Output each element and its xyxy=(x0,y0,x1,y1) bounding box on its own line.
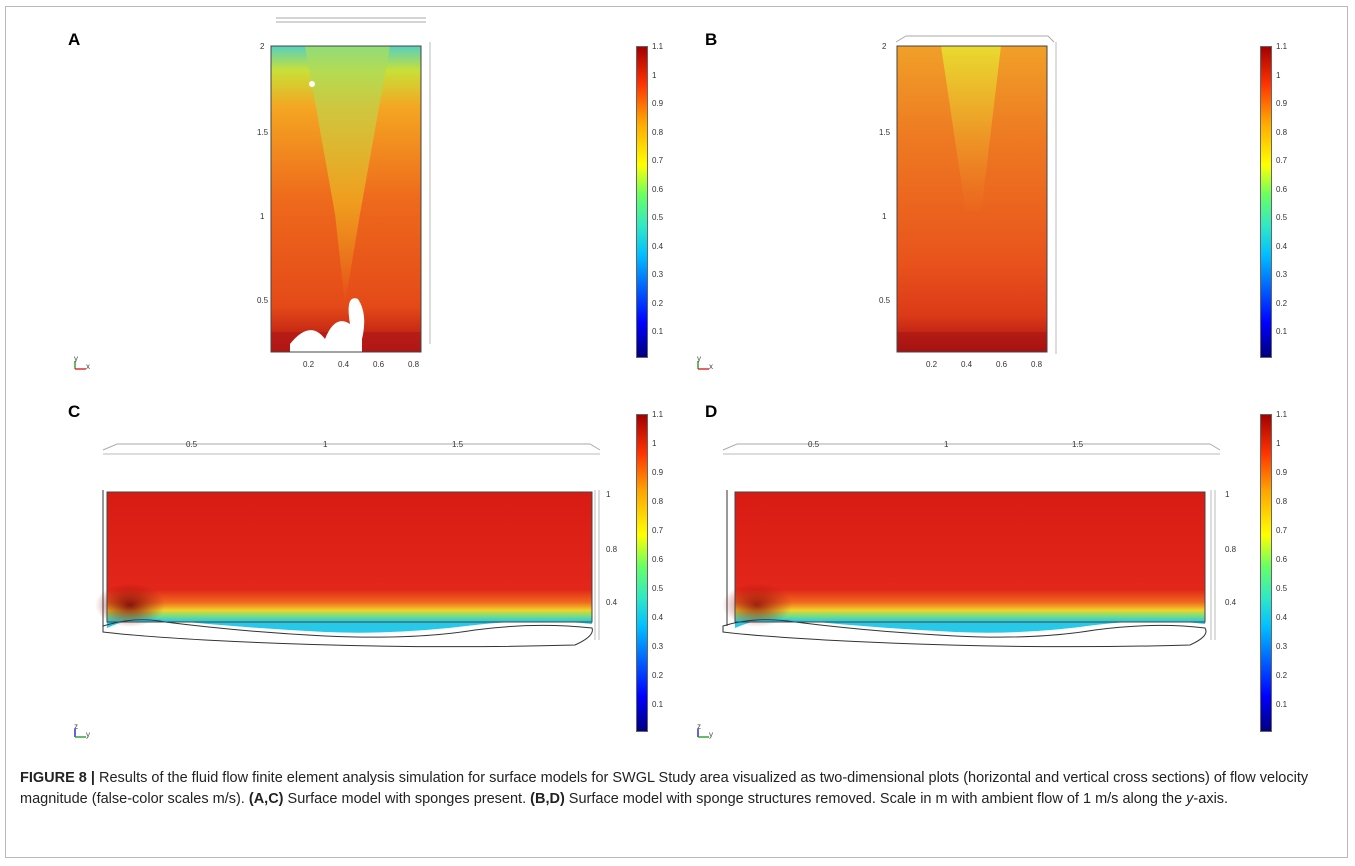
panel-a-x-tick: 0.8 xyxy=(408,360,420,369)
panel-d-axes-icon xyxy=(697,729,709,738)
caption-text: Surface model with sponge structures rem… xyxy=(564,791,1187,807)
panel-a-label: A xyxy=(68,30,81,49)
caption-text: -axis. xyxy=(1193,791,1229,807)
caption-figure-label: FIGURE 8 | xyxy=(20,770,95,786)
caption-text: Surface model with sponges present. xyxy=(283,791,531,807)
panel-c-plot xyxy=(95,443,601,648)
panel-a-y-tick: 1 xyxy=(260,212,265,221)
panel-c-top-tick: 1.5 xyxy=(452,440,464,449)
panel-b-x-tick: 0.2 xyxy=(926,360,938,369)
figure-frame xyxy=(5,6,1348,858)
caption-axis-name: y xyxy=(1186,791,1194,807)
panel-d-colorbar xyxy=(1260,414,1272,732)
panel-a-plot xyxy=(270,17,431,353)
panel-a-axes-icon xyxy=(74,361,86,370)
panel-b-x-tick: 0.4 xyxy=(961,360,973,369)
panel-b-plot xyxy=(895,35,1057,354)
panel-d-axis-y: y xyxy=(709,730,713,739)
panel-d-plot xyxy=(722,443,1221,648)
panel-c-top-tick: 0.5 xyxy=(186,440,198,449)
panel-a-x-tick: 0.2 xyxy=(303,360,315,369)
panel-d-side-tick: 1 xyxy=(1225,490,1230,499)
panel-a-axis-x: x xyxy=(86,362,90,371)
panel-a-axis-y: y xyxy=(74,354,78,363)
panel-d-side-tick: 0.4 xyxy=(1225,598,1237,607)
panel-b-axes-icon xyxy=(697,361,709,370)
panel-b-y-tick: 2 xyxy=(882,42,887,51)
panel-d-side-tick: 0.8 xyxy=(1225,545,1237,554)
panel-c-top-tick: 1 xyxy=(323,440,328,449)
panel-a-y-tick: 1.5 xyxy=(257,128,269,137)
panel-d-top-tick: 1.5 xyxy=(1072,440,1084,449)
panel-d-axis-z: z xyxy=(697,722,701,731)
panel-b-label: B xyxy=(705,30,718,49)
caption-panel-ref: (B,D) xyxy=(530,791,565,807)
panel-b-x-tick: 0.8 xyxy=(1031,360,1043,369)
panel-b-x-tick: 0.6 xyxy=(996,360,1008,369)
panel-a-y-tick: 0.5 xyxy=(257,296,269,305)
panel-c-axis-y: y xyxy=(86,730,90,739)
panel-c-side-tick: 0.8 xyxy=(606,545,618,554)
panel-b-y-tick: 1.5 xyxy=(879,128,891,137)
panel-c-label: C xyxy=(68,402,81,421)
panel-a-x-tick: 0.4 xyxy=(338,360,350,369)
panel-b-axis-y: y xyxy=(697,354,701,363)
panel-b-y-tick: 0.5 xyxy=(879,296,891,305)
panel-a-x-tick: 0.6 xyxy=(373,360,385,369)
panel-d-label: D xyxy=(705,402,718,421)
panel-a-colorbar xyxy=(636,46,648,358)
panel-d-top-tick: 1 xyxy=(944,440,949,449)
panel-a-y-tick: 2 xyxy=(260,42,265,51)
panel-c-side-tick: 0.4 xyxy=(606,598,618,607)
panel-d-top-tick: 0.5 xyxy=(808,440,820,449)
caption-panel-ref: (A,C) xyxy=(248,791,284,807)
panel-c-axis-z: z xyxy=(74,722,78,731)
panel-c-colorbar xyxy=(636,414,648,732)
panel-b-colorbar xyxy=(1260,46,1272,358)
panel-b-axis-x: x xyxy=(709,362,713,371)
panel-b-y-tick: 1 xyxy=(882,212,887,221)
figure-caption: FIGURE 8 | Results of the fluid flow fin… xyxy=(20,768,1330,810)
caption-text: Results of the fluid flow finite element… xyxy=(20,770,1309,807)
panel-c-side-tick: 1 xyxy=(606,490,611,499)
panel-c-axes-icon xyxy=(74,729,86,738)
